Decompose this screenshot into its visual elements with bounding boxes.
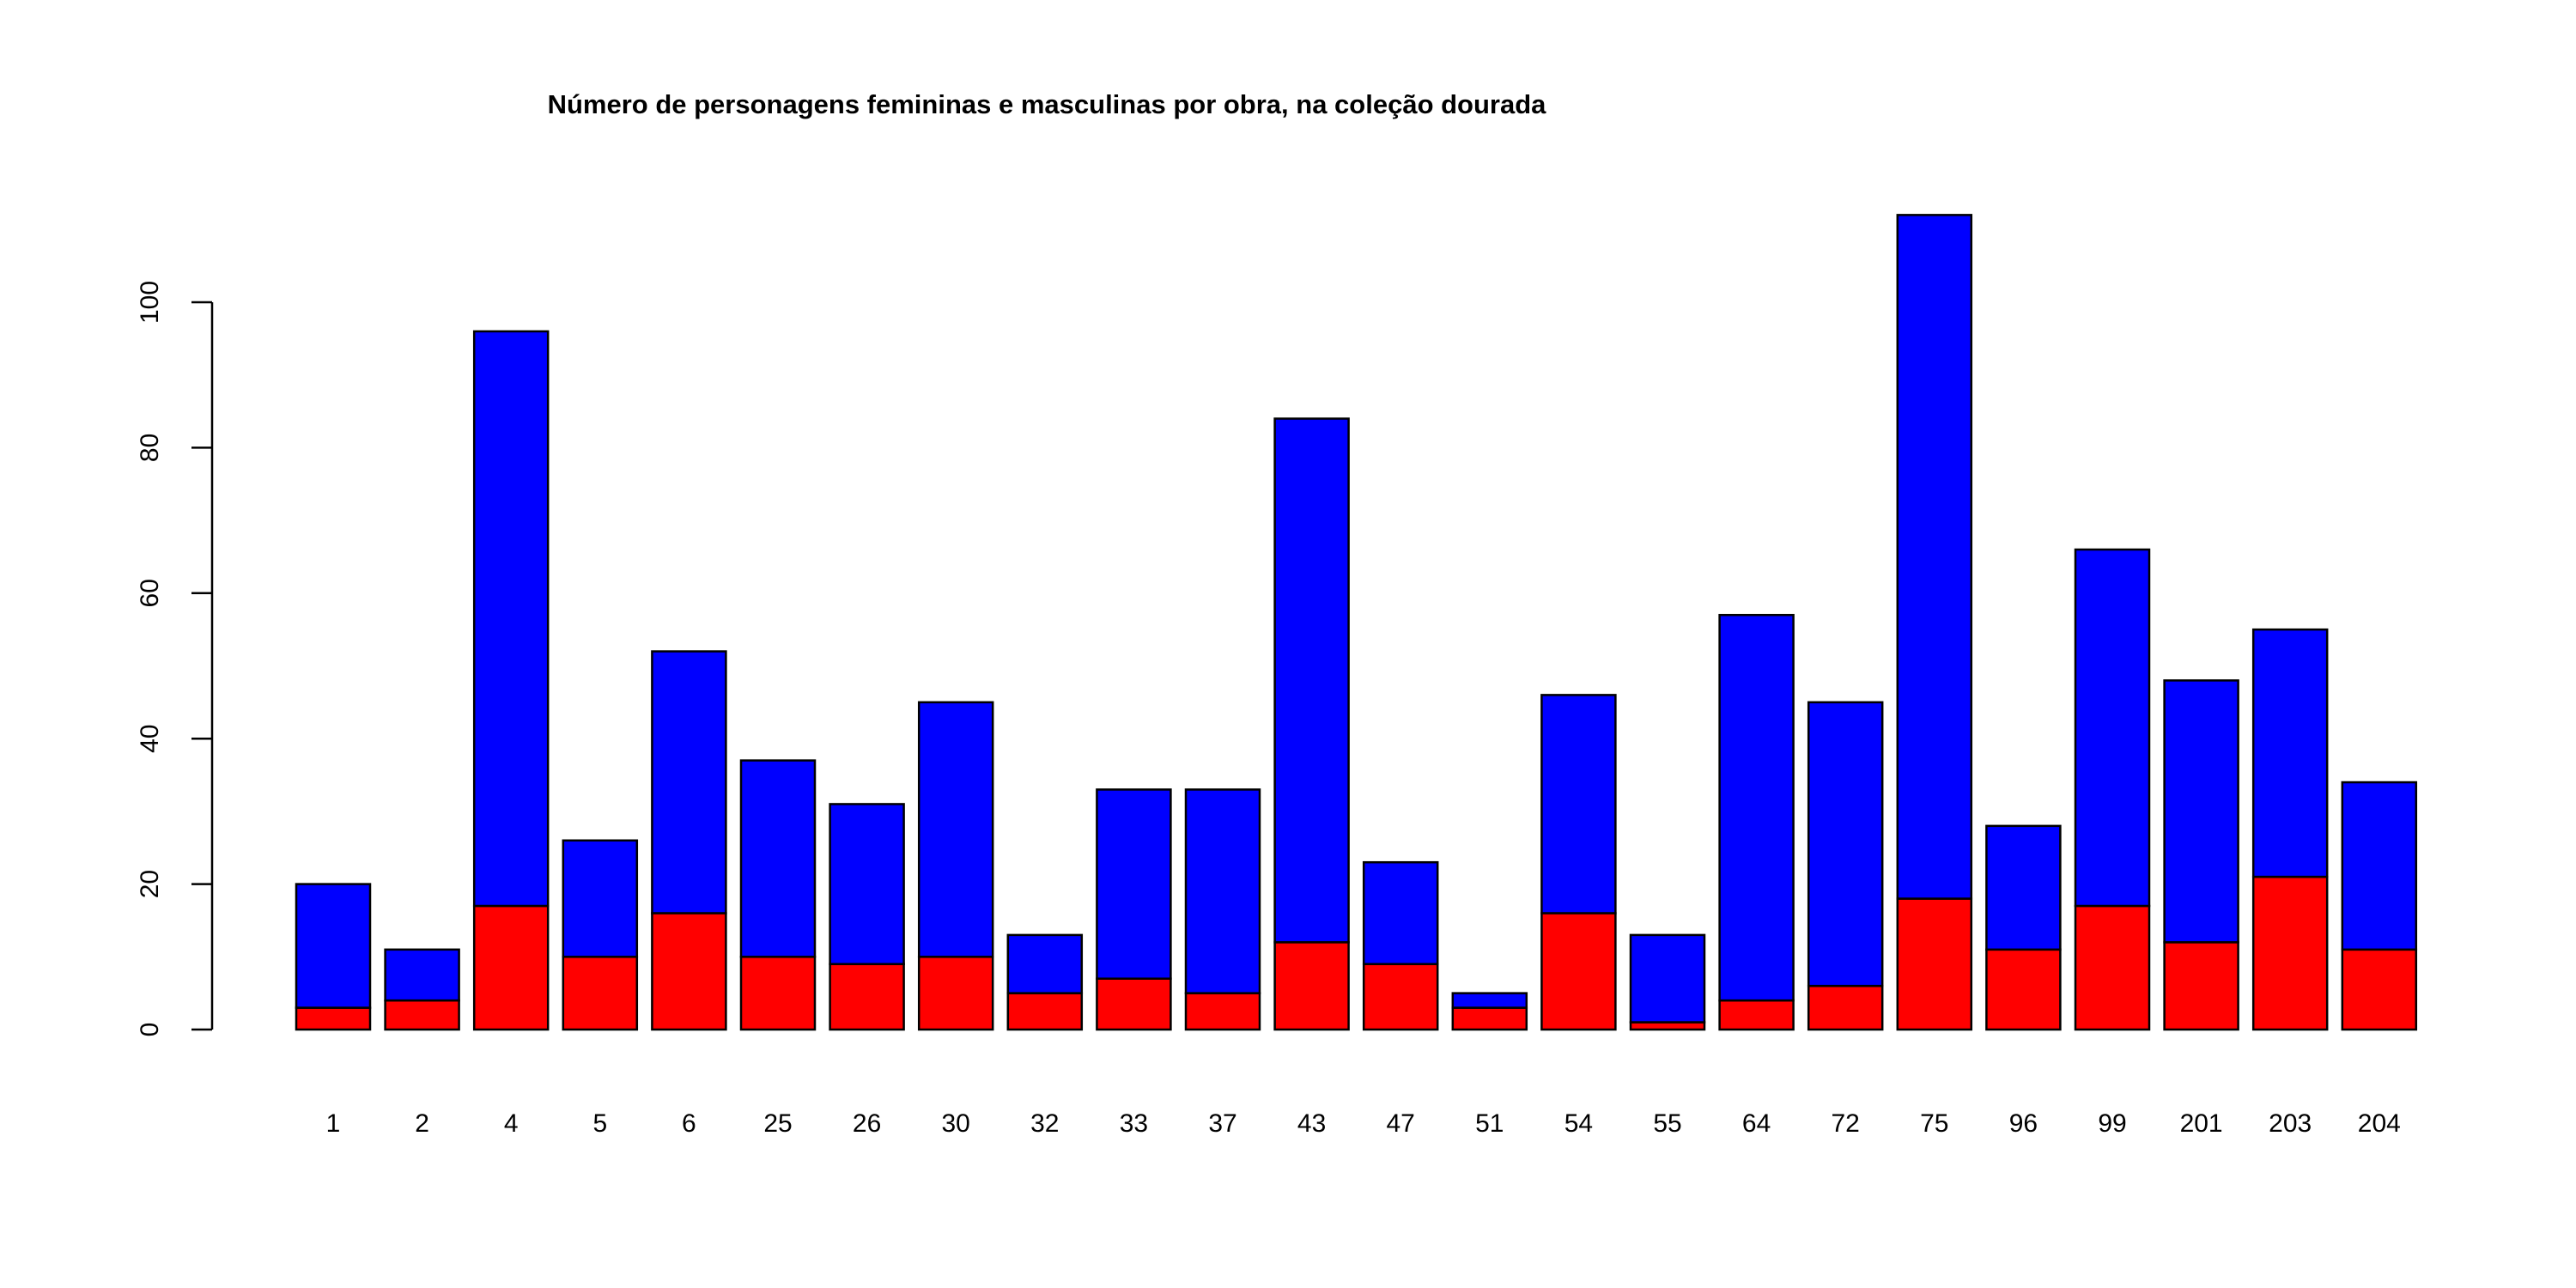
bar-segment-red xyxy=(472,904,550,1031)
y-tick-label: 60 xyxy=(136,579,164,607)
bar-segment-red xyxy=(1451,1006,1528,1031)
chart-title: Número de personagens femininas e mascul… xyxy=(548,89,1547,119)
x-tick-label: 54 xyxy=(1564,1109,1593,1138)
bar-segment-red xyxy=(651,912,727,1031)
x-tick-labels: 1 2 4 5 6 25 26 30 32 33 37 43 47 51 54 55 64 72 75 96 99 201… xyxy=(326,1109,2401,1138)
bar-segment-blue xyxy=(1451,992,1528,1009)
x-tick-label: 64 xyxy=(1742,1109,1771,1138)
bar-segment-blue xyxy=(2074,548,2151,908)
bar-segment-blue xyxy=(1718,613,1795,1002)
y-tick-label: 0 xyxy=(136,1023,164,1037)
y-axis: 0 20 40 60 80 100 xyxy=(136,281,214,1037)
bar-segment-red xyxy=(1096,977,1172,1031)
x-tick-label: 99 xyxy=(2098,1109,2126,1138)
bar-segment-blue xyxy=(562,839,639,958)
bar-segment-blue xyxy=(1985,824,2062,951)
x-tick-label: 4 xyxy=(504,1109,519,1138)
bar-segment-red xyxy=(739,956,817,1031)
x-tick-label: 37 xyxy=(1208,1109,1236,1138)
x-tick-label: 5 xyxy=(592,1109,607,1138)
bar-segment-blue xyxy=(1006,933,1084,994)
bar-segment-red xyxy=(562,956,639,1031)
bar-segment-red xyxy=(295,1006,372,1031)
bar-segment-red xyxy=(917,956,994,1031)
x-tick-label: 26 xyxy=(853,1109,881,1138)
y-tick-label: 100 xyxy=(136,281,164,324)
bar-segment-red xyxy=(1540,912,1617,1031)
bar-segment-red xyxy=(1718,999,1795,1031)
x-tick-label: 1 xyxy=(326,1109,341,1138)
bar-segment-blue xyxy=(384,948,460,1002)
bar-segment-blue xyxy=(2251,628,2329,878)
x-tick-label: 201 xyxy=(2180,1109,2223,1138)
bar-segment-red xyxy=(1896,897,1973,1031)
x-tick-label: 75 xyxy=(1920,1109,1948,1138)
bar-segment-blue xyxy=(651,650,727,914)
bar-segment-red xyxy=(1985,948,2062,1031)
bar-segment-blue xyxy=(1096,788,1172,980)
bar-segment-red xyxy=(2163,941,2239,1031)
bar-segment-red xyxy=(2341,948,2418,1031)
bar-segment-red xyxy=(2074,904,2151,1031)
bar-segment-red xyxy=(1273,941,1350,1031)
bar-segment-blue xyxy=(1184,788,1261,994)
bar-segment-blue xyxy=(1362,860,1439,966)
y-tick-label: 20 xyxy=(136,870,164,898)
bar-segment-blue xyxy=(295,883,372,1009)
bar-segment-red xyxy=(384,999,460,1031)
x-tick-label: 55 xyxy=(1653,1109,1681,1138)
bar-segment-red xyxy=(1184,992,1261,1031)
bar-segment-blue xyxy=(2341,781,2418,951)
x-tick-label: 30 xyxy=(942,1109,970,1138)
bar-segment-blue xyxy=(1273,417,1350,944)
bar-segment-red xyxy=(1629,1021,1706,1031)
bar-segment-red xyxy=(1006,992,1084,1031)
bars xyxy=(295,214,2418,1031)
bar-segment-blue xyxy=(1540,694,1617,914)
bar-segment-blue xyxy=(1629,933,1706,1024)
y-tick-label: 80 xyxy=(136,434,164,462)
x-tick-label: 43 xyxy=(1297,1109,1326,1138)
bar-segment-red xyxy=(1362,963,1439,1031)
bar-segment-blue xyxy=(1807,701,1884,987)
bar-segment-red xyxy=(1807,984,1884,1031)
x-tick-label: 2 xyxy=(415,1109,429,1138)
bar-segment-blue xyxy=(472,330,550,908)
bar-segment-red xyxy=(2251,875,2329,1031)
x-tick-label: 33 xyxy=(1120,1109,1148,1138)
x-tick-label: 51 xyxy=(1475,1109,1504,1138)
x-tick-label: 96 xyxy=(2009,1109,2038,1138)
bar-segment-blue xyxy=(829,803,905,966)
y-tick-label: 40 xyxy=(136,725,164,753)
x-tick-label: 25 xyxy=(763,1109,792,1138)
x-tick-label: 72 xyxy=(1832,1109,1860,1138)
bar-segment-blue xyxy=(917,701,994,958)
bar-segment-blue xyxy=(1896,214,1973,900)
x-tick-label: 204 xyxy=(2358,1109,2401,1138)
bar-segment-blue xyxy=(2163,679,2239,944)
x-tick-label: 6 xyxy=(682,1109,696,1138)
x-tick-label: 203 xyxy=(2269,1109,2312,1138)
bar-segment-red xyxy=(829,963,905,1031)
bar-segment-blue xyxy=(739,759,817,958)
x-tick-label: 32 xyxy=(1030,1109,1059,1138)
x-tick-label: 47 xyxy=(1387,1109,1415,1138)
